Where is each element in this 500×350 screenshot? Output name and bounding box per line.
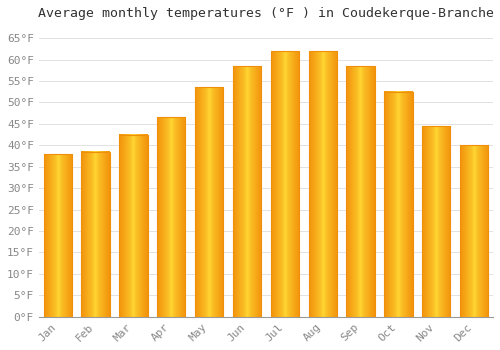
Bar	[44, 154, 72, 317]
Bar	[270, 51, 299, 317]
Bar	[460, 145, 488, 317]
Title: Average monthly temperatures (°F ) in Coudekerque-Branche: Average monthly temperatures (°F ) in Co…	[38, 7, 494, 20]
Bar	[346, 66, 375, 317]
Bar	[308, 51, 337, 317]
Bar	[82, 152, 110, 317]
Bar	[422, 126, 450, 317]
Bar	[195, 88, 224, 317]
Bar	[233, 66, 261, 317]
Bar	[157, 118, 186, 317]
Bar	[119, 135, 148, 317]
Bar	[384, 92, 412, 317]
